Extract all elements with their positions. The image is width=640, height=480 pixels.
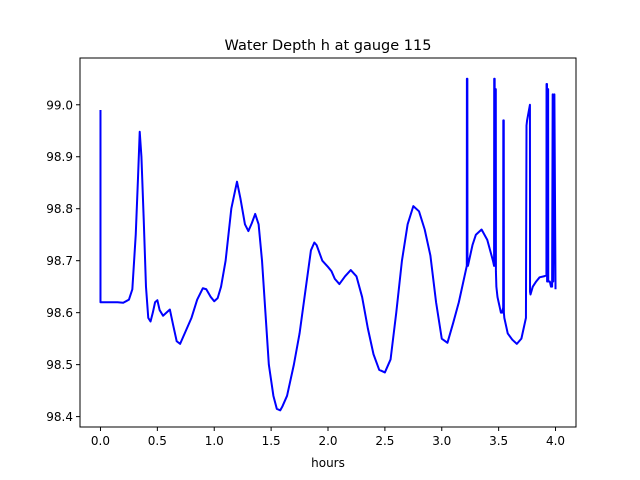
x-tick-label: 0.5 xyxy=(148,434,167,448)
y-tick-label: 98.4 xyxy=(46,410,73,424)
y-tick-label: 98.9 xyxy=(46,150,73,164)
y-tick-label: 98.5 xyxy=(46,358,73,372)
y-tick-label: 98.8 xyxy=(46,202,73,216)
x-tick-label: 0.0 xyxy=(91,434,110,448)
x-tick-label: 4.0 xyxy=(546,434,565,448)
chart-title: Water Depth h at gauge 115 xyxy=(225,38,432,54)
x-tick-label: 2.0 xyxy=(318,434,337,448)
x-tick-label: 3.5 xyxy=(489,434,508,448)
y-tick-label: 98.7 xyxy=(46,254,73,268)
series-line-0 xyxy=(99,77,557,412)
x-tick-label: 3.0 xyxy=(432,434,451,448)
x-tick-label: 1.5 xyxy=(262,434,281,448)
y-axis: 98.4 98.5 98.6 98.7 98.8 98.9 99.0 xyxy=(46,98,80,424)
x-tick-label: 1.0 xyxy=(205,434,224,448)
plot-area xyxy=(99,77,557,412)
y-tick-label: 98.6 xyxy=(46,306,73,320)
x-axis: 0.0 0.5 1.0 1.5 2.0 2.5 3.0 3.5 4.0 xyxy=(91,427,565,448)
x-tick-label: 2.5 xyxy=(375,434,394,448)
y-tick-label: 99.0 xyxy=(46,98,73,112)
x-axis-label: hours xyxy=(311,456,345,470)
